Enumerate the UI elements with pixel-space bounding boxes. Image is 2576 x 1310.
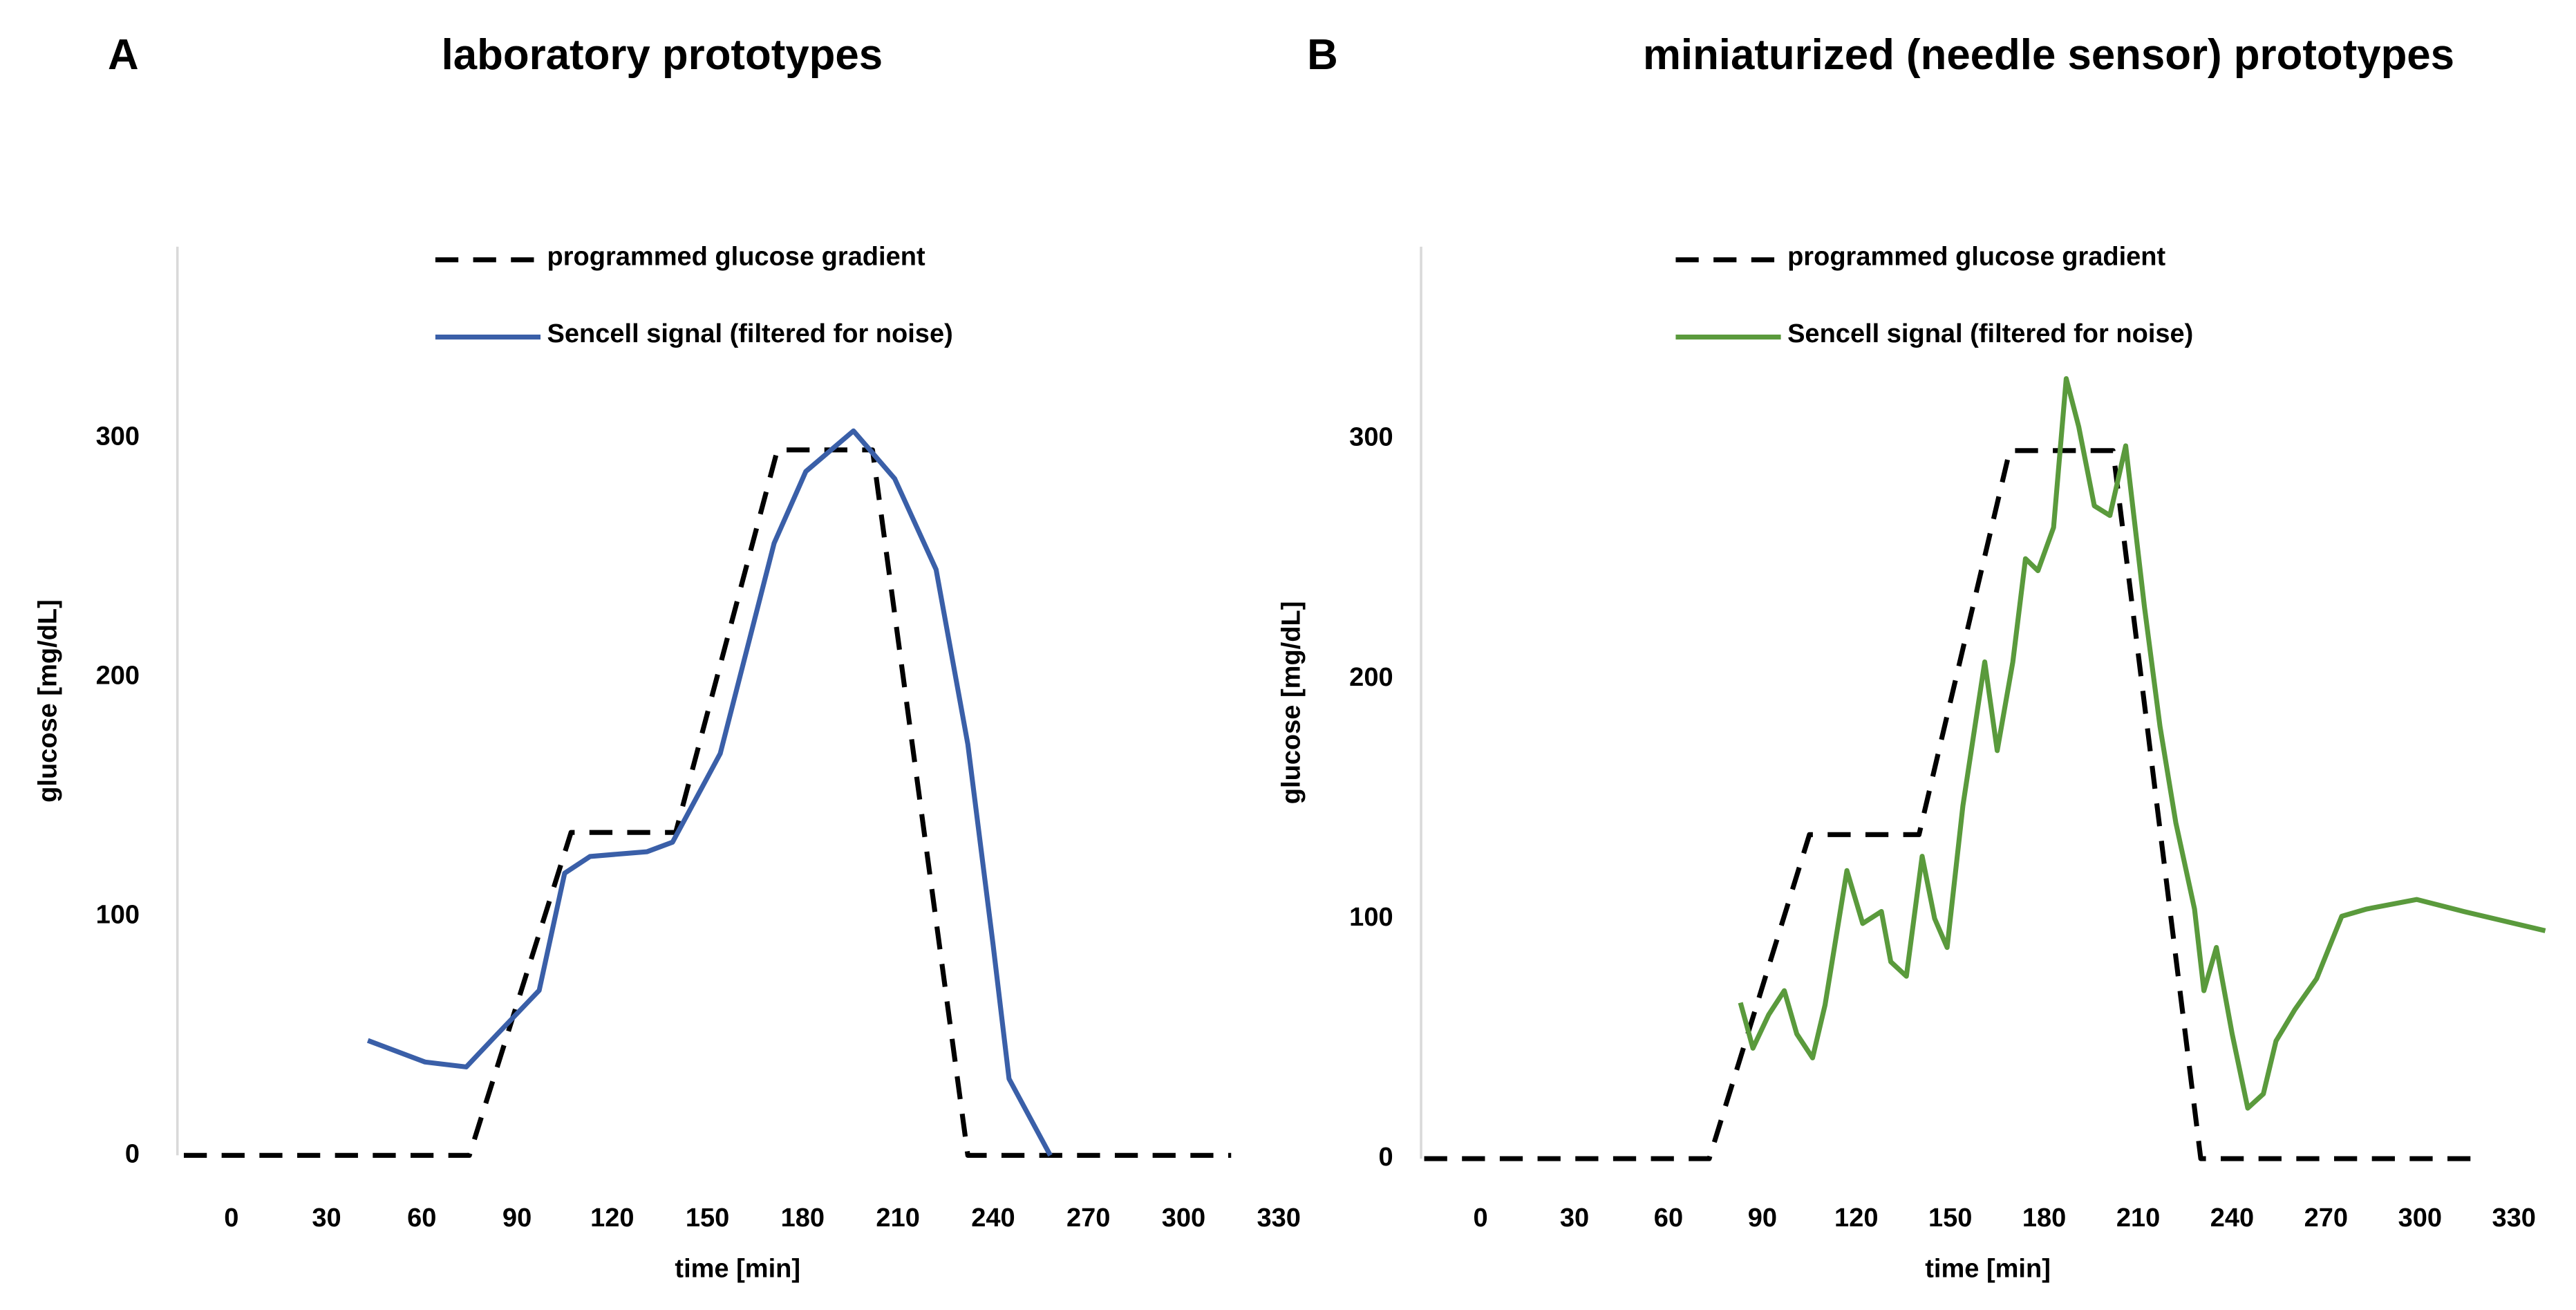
x-tick-label: 0 xyxy=(224,1204,238,1233)
legend-label: Sencell signal (filtered for noise) xyxy=(547,319,953,348)
x-tick-label: 300 xyxy=(2398,1204,2442,1233)
x-tick-label: 150 xyxy=(686,1204,729,1233)
series-line xyxy=(366,428,1053,1157)
legend-label: programmed glucose gradient xyxy=(547,243,925,272)
x-tick-label: 60 xyxy=(407,1204,436,1233)
y-tick-label: 200 xyxy=(96,662,140,691)
x-tick-label: 210 xyxy=(876,1204,919,1233)
panel-label: B xyxy=(1307,31,1338,79)
x-tick-label: 0 xyxy=(1474,1204,1488,1233)
x-tick-label: 270 xyxy=(1066,1204,1110,1233)
x-tick-label: 120 xyxy=(590,1204,634,1233)
x-tick-label: 240 xyxy=(2210,1204,2254,1233)
x-axis-label: time [min] xyxy=(1925,1255,2051,1284)
y-tick-label: 0 xyxy=(1378,1143,1393,1172)
chart-title: miniaturized (needle sensor) prototypes xyxy=(1643,31,2454,79)
panel-label: A xyxy=(108,31,139,79)
series-line xyxy=(183,447,1232,1158)
x-tick-label: 30 xyxy=(1560,1204,1589,1233)
x-tick-label: 120 xyxy=(1834,1204,1878,1233)
y-tick-label: 0 xyxy=(125,1139,140,1168)
y-axis-label: glucose [mg/dL] xyxy=(33,599,62,803)
x-tick-label: 210 xyxy=(2116,1204,2160,1233)
y-tick-label: 300 xyxy=(96,422,140,451)
x-tick-label: 90 xyxy=(502,1204,532,1233)
y-tick-label: 100 xyxy=(1349,903,1393,932)
x-tick-label: 60 xyxy=(1654,1204,1683,1233)
y-tick-label: 200 xyxy=(1349,663,1393,692)
x-tick-label: 150 xyxy=(1928,1204,1972,1233)
y-tick-label: 300 xyxy=(1349,423,1393,452)
y-axis-label: glucose [mg/dL] xyxy=(1277,601,1306,805)
series-line xyxy=(1424,448,2474,1161)
x-tick-label: 180 xyxy=(781,1204,825,1233)
x-tick-label: 240 xyxy=(971,1204,1015,1233)
x-tick-label: 30 xyxy=(312,1204,341,1233)
legend-label: Sencell signal (filtered for noise) xyxy=(1787,319,2193,348)
legend-label: programmed glucose gradient xyxy=(1787,243,2165,272)
x-tick-label: 180 xyxy=(2022,1204,2066,1233)
x-tick-label: 300 xyxy=(1162,1204,1205,1233)
chart-title: laboratory prototypes xyxy=(442,31,883,79)
x-axis-label: time [min] xyxy=(675,1255,800,1284)
series-line xyxy=(1738,376,2546,1111)
x-tick-label: 330 xyxy=(2492,1204,2535,1233)
x-tick-label: 90 xyxy=(1748,1204,1777,1233)
x-tick-label: 330 xyxy=(1257,1204,1300,1233)
y-tick-label: 100 xyxy=(96,900,140,929)
x-tick-label: 270 xyxy=(2304,1204,2348,1233)
